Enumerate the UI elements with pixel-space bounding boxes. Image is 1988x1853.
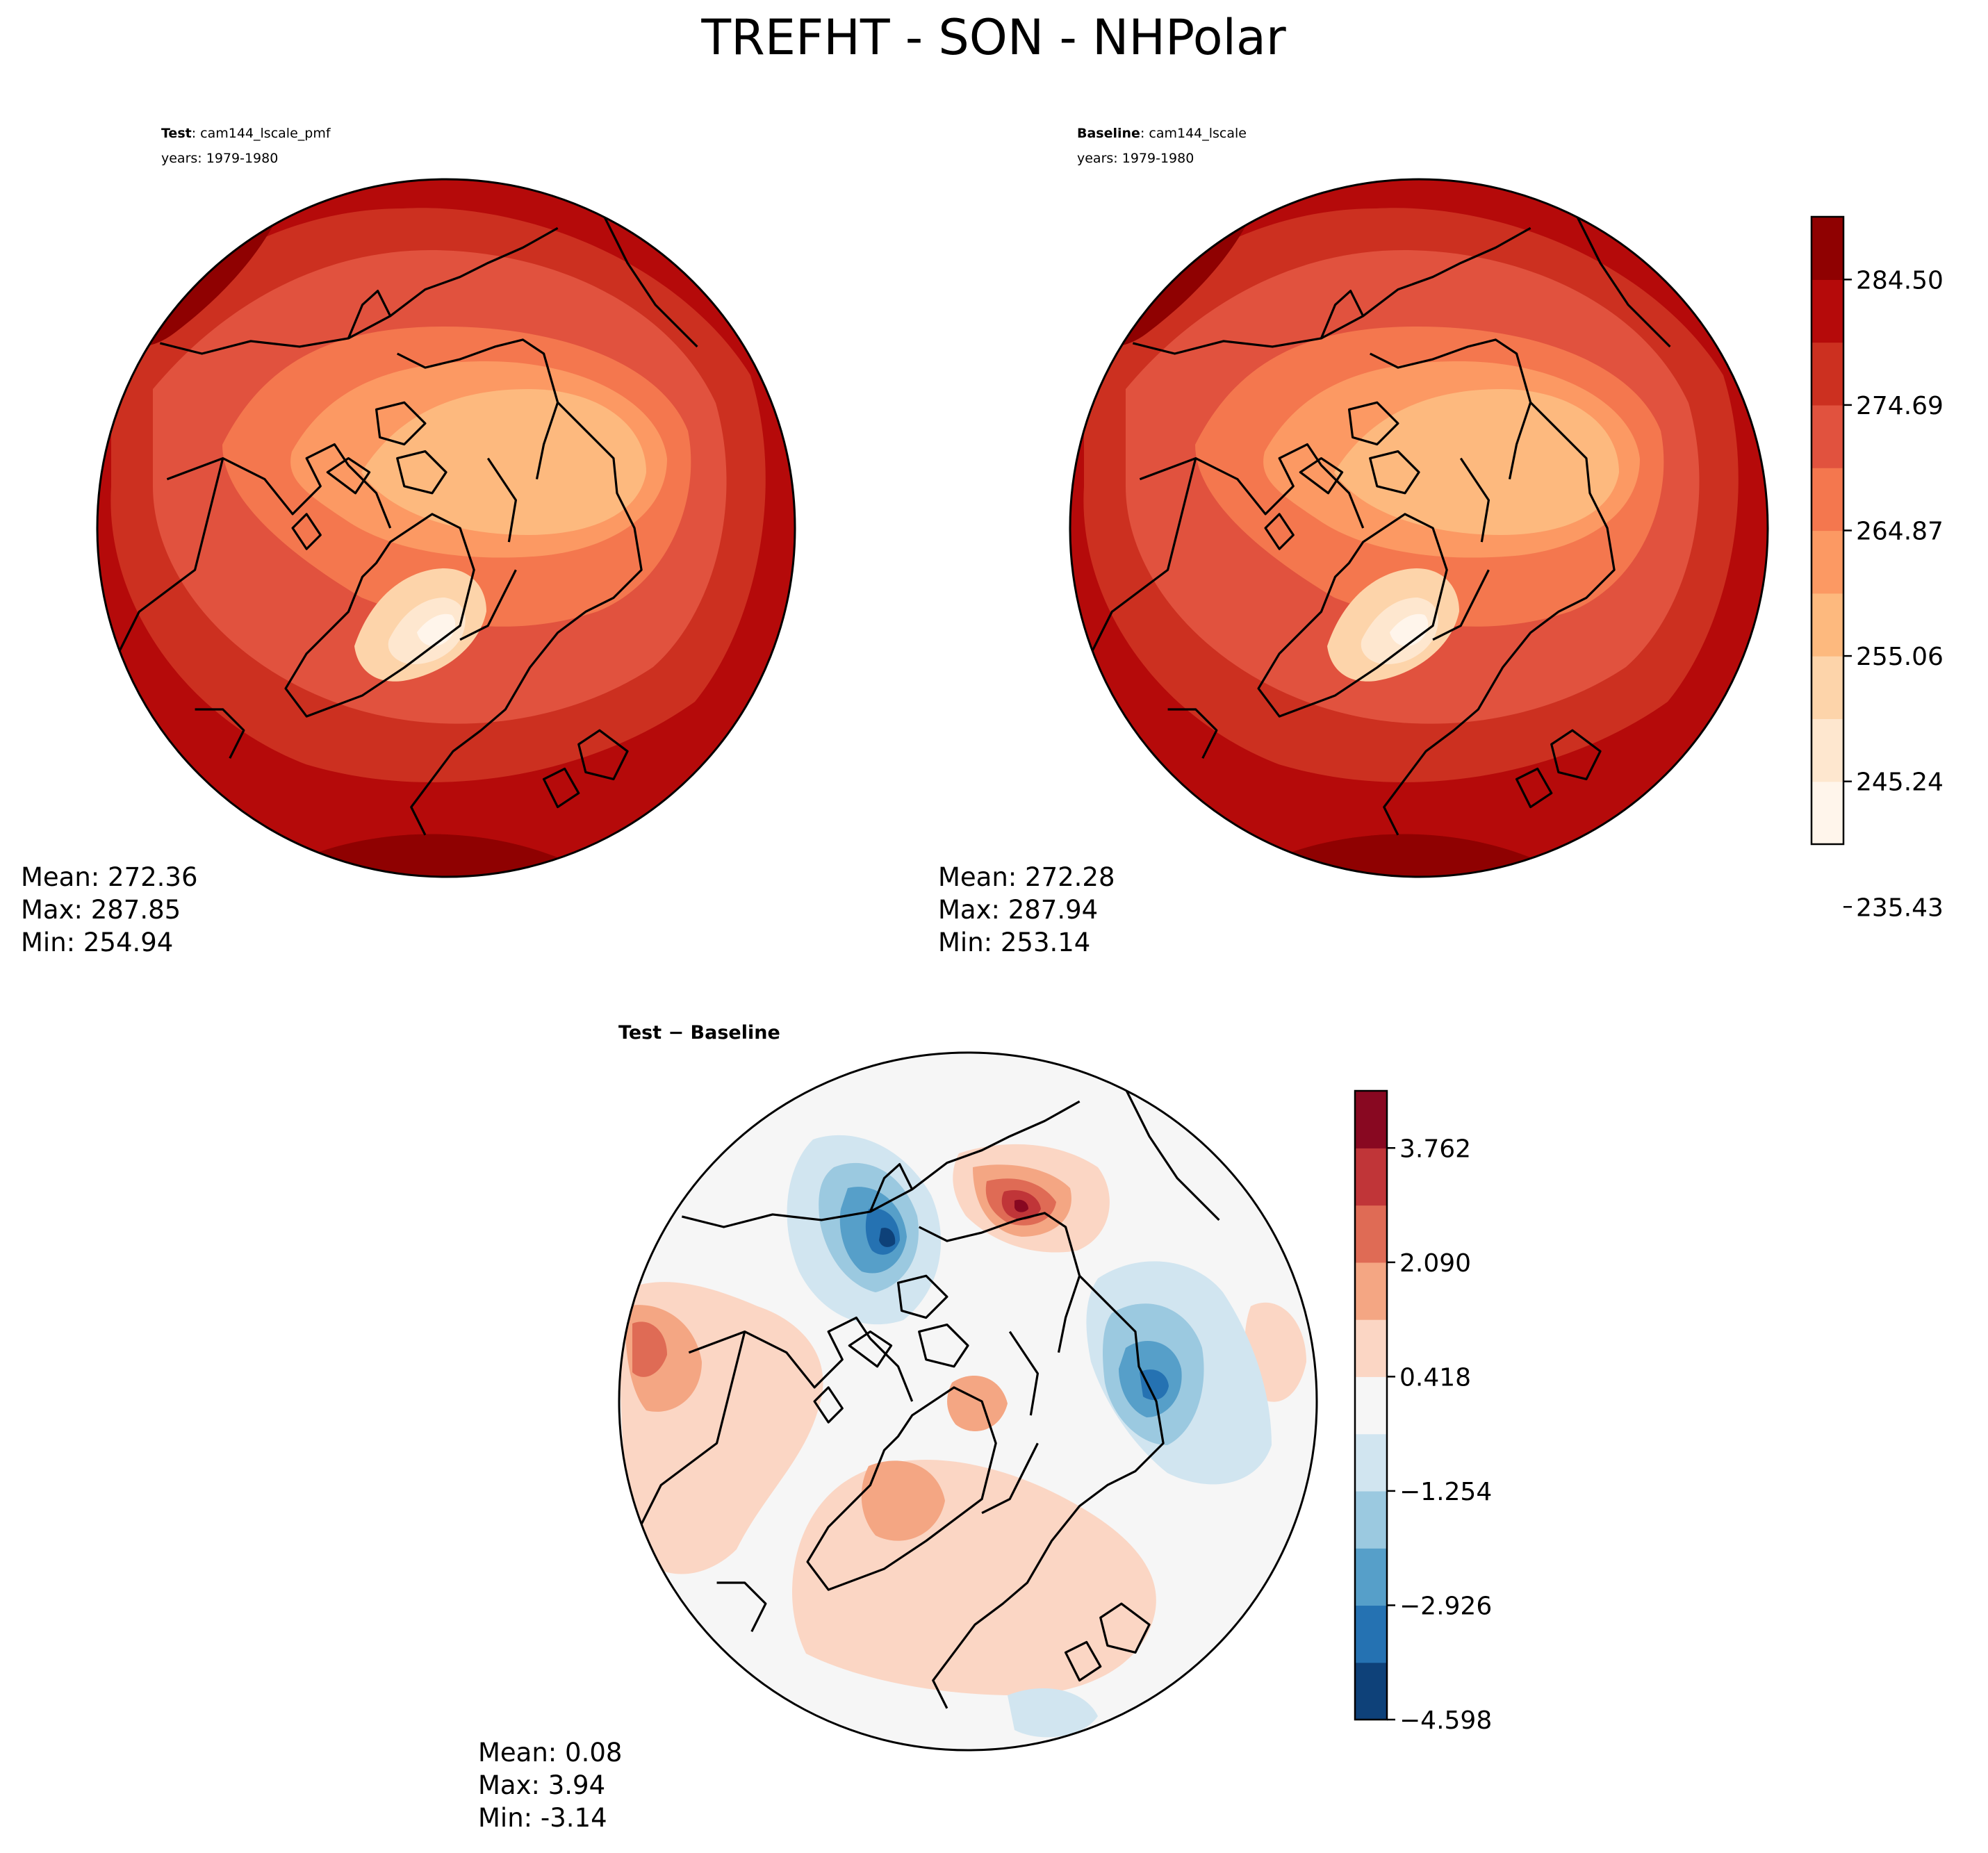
diff-panel: Test − Baseline bbox=[478, 1022, 1318, 1833]
colorbar-diff: 3.762 2.090 0.418 −1.254 −2.926 −4.598 bbox=[1354, 1089, 1492, 1735]
cbar-diff-swatch-9 bbox=[1355, 1148, 1387, 1206]
cbar-abs-swatch-9 bbox=[1812, 217, 1843, 280]
cbar-abs-swatch-7 bbox=[1812, 342, 1843, 406]
test-min: Min: 254.94 bbox=[21, 928, 173, 957]
baseline-label: Baseline: cam144_lscale bbox=[1077, 126, 1247, 141]
cbar-abs-swatch-4 bbox=[1812, 530, 1843, 594]
diff-neg-darker-2 bbox=[1140, 1369, 1169, 1400]
cbar-diff-swatch-8 bbox=[1355, 1205, 1387, 1263]
cbar-abs-swatch-5 bbox=[1812, 468, 1843, 532]
test-panel: Test: cam144_lscale_pmf years: 1979-1980… bbox=[21, 126, 796, 957]
baseline-min: Min: 253.14 bbox=[938, 928, 1090, 957]
cbar-diff-swatch-5 bbox=[1355, 1376, 1387, 1435]
cbar-diff-tick-label-5: −4.598 bbox=[1399, 1706, 1492, 1735]
cbar-abs-tick-label-0: 284.50 bbox=[1856, 266, 1944, 295]
diff-neg-min bbox=[879, 1228, 896, 1247]
test-mean: Mean: 272.36 bbox=[21, 862, 198, 892]
cbar-abs-swatch-6 bbox=[1812, 404, 1843, 468]
cbar-abs-swatch-3 bbox=[1812, 593, 1843, 657]
cbar-diff-swatch-6 bbox=[1355, 1319, 1387, 1377]
figure-title: TREFHT - SON - NHPolar bbox=[700, 9, 1286, 66]
cbar-abs-tick-label-3: 255.06 bbox=[1856, 643, 1944, 671]
cbar-diff-tick-label-1: 2.090 bbox=[1399, 1249, 1471, 1278]
cbar-abs-swatch-2 bbox=[1812, 656, 1843, 719]
baseline-years: years: 1979-1980 bbox=[1077, 151, 1194, 166]
cbar-diff-tick-label-2: 0.418 bbox=[1399, 1363, 1471, 1392]
diff-map bbox=[619, 1053, 1317, 1750]
baseline-boundary bbox=[1069, 178, 1769, 878]
cbar-diff-tick-label-4: −2.926 bbox=[1399, 1592, 1492, 1620]
test-band-5 bbox=[361, 389, 646, 535]
cbar-diff-swatch-3 bbox=[1355, 1490, 1387, 1549]
test-max: Max: 287.85 bbox=[21, 895, 181, 925]
diff-neg-light-3 bbox=[1008, 1688, 1098, 1738]
test-years: years: 1979-1980 bbox=[161, 151, 278, 166]
test-boundary bbox=[96, 178, 796, 878]
colorbar-absolute: 284.50 274.69 264.87 255.06 245.24 235.43 bbox=[1810, 215, 1944, 922]
diff-max: Max: 3.94 bbox=[478, 1770, 605, 1800]
baseline-mean: Mean: 272.28 bbox=[938, 862, 1115, 892]
test-greenland-3 bbox=[417, 613, 456, 646]
diff-pos-dark-2 bbox=[632, 1321, 667, 1377]
cbar-diff-tick-label-3: −1.254 bbox=[1399, 1478, 1492, 1506]
cbar-abs-swatch-8 bbox=[1812, 279, 1843, 343]
cbar-abs-tick-label-2: 264.87 bbox=[1856, 518, 1944, 546]
cbar-diff-swatch-10 bbox=[1355, 1091, 1387, 1148]
diff-min: Min: -3.14 bbox=[478, 1803, 607, 1833]
diff-pos-peak bbox=[1014, 1199, 1028, 1212]
cbar-diff-swatch-2 bbox=[1355, 1548, 1387, 1606]
cbar-diff-swatch-7 bbox=[1355, 1262, 1387, 1320]
diff-pos-mid-2 bbox=[861, 1460, 945, 1541]
cbar-abs-swatch-1 bbox=[1812, 718, 1843, 782]
cbar-diff-swatch-0 bbox=[1355, 1662, 1387, 1720]
diff-pos-mid-4 bbox=[947, 1376, 1008, 1431]
baseline-band-5 bbox=[1334, 389, 1619, 535]
diff-label: Test − Baseline bbox=[618, 1022, 780, 1044]
baseline-max: Max: 287.94 bbox=[938, 895, 1098, 925]
baseline-greenland-3 bbox=[1390, 613, 1429, 646]
baseline-panel: Baseline: cam144_lscale years: 1979-1980… bbox=[938, 126, 1769, 957]
test-map bbox=[97, 179, 795, 877]
cbar-diff-swatch-1 bbox=[1355, 1605, 1387, 1663]
cbar-diff-frame bbox=[1354, 1089, 1388, 1721]
cbar-abs-tick-label-5: 235.43 bbox=[1856, 893, 1944, 922]
cbar-abs-tick-label-4: 245.24 bbox=[1856, 768, 1944, 797]
diff-boundary bbox=[618, 1051, 1318, 1752]
cbar-diff-tick-label-0: 3.762 bbox=[1399, 1135, 1471, 1163]
baseline-map bbox=[1070, 179, 1768, 877]
test-label: Test: cam144_lscale_pmf bbox=[161, 126, 331, 141]
diff-mean: Mean: 0.08 bbox=[478, 1738, 622, 1768]
cbar-abs-tick-label-1: 274.69 bbox=[1856, 392, 1944, 420]
cbar-abs-swatch-0 bbox=[1812, 781, 1843, 845]
cbar-diff-swatch-4 bbox=[1355, 1433, 1387, 1492]
